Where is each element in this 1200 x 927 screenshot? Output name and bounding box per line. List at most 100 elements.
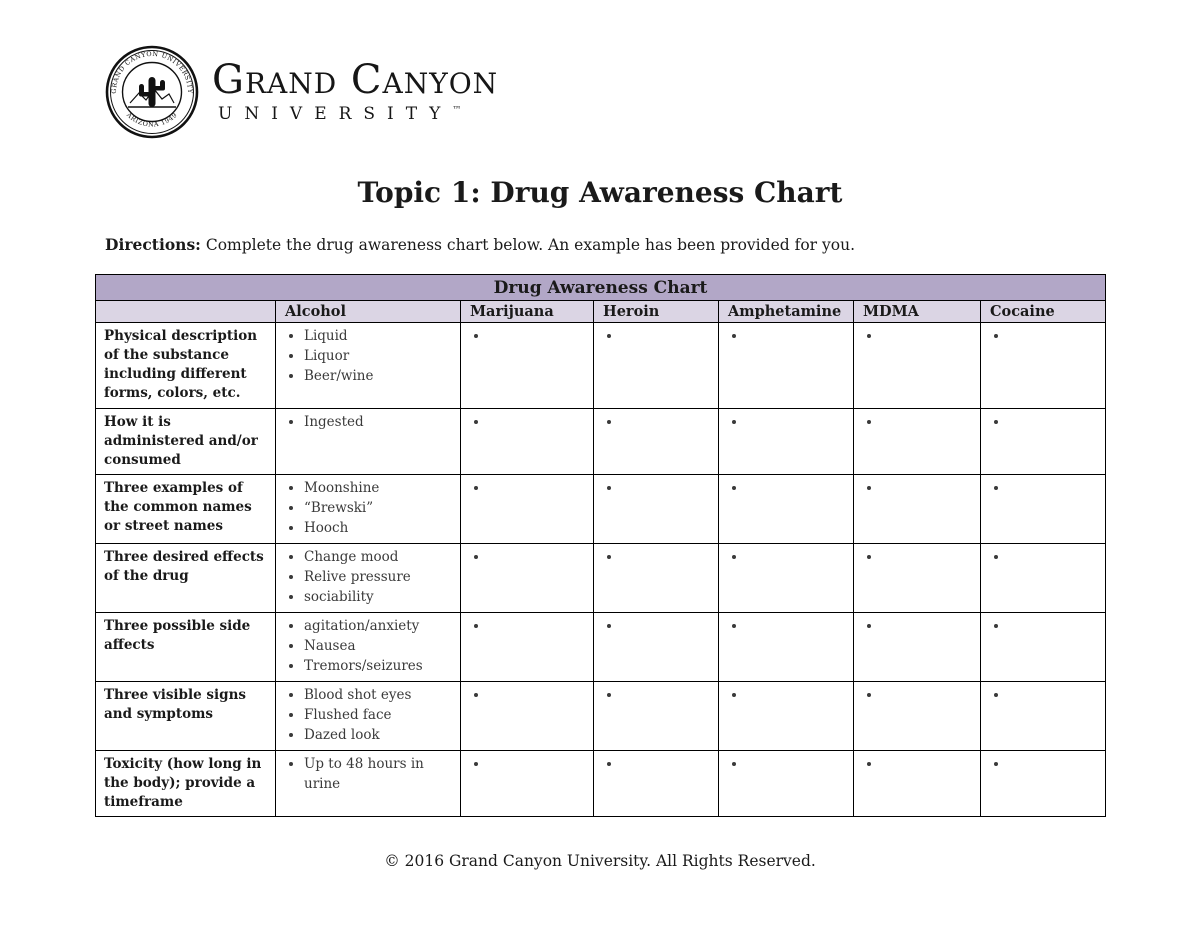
gcu-logo: GRAND CANYON UNIVERSITY ARIZONA 1949 Gra… xyxy=(104,44,498,140)
row-label: Three possible side affects xyxy=(95,611,276,682)
row-label: Toxicity (how long in the body); provide… xyxy=(95,749,276,818)
column-header-row: Alcohol Marijuana Heroin Amphetamine MDM… xyxy=(95,300,1107,323)
bullet-list: ​ xyxy=(987,686,1099,706)
bullet-item: ​ xyxy=(747,617,847,637)
cell-mdma: ​ xyxy=(853,474,981,544)
bullet-list: ​ xyxy=(987,413,1099,433)
cell-marijuana: ​ xyxy=(460,749,594,818)
bullet-list: ​ xyxy=(600,755,712,775)
cell-heroin: ​ xyxy=(593,749,719,818)
cell-heroin: ​ xyxy=(593,543,719,613)
bullet-item: Liquor xyxy=(304,347,454,367)
row-label: Three visible signs and symptoms xyxy=(95,680,276,751)
table-title-row: Drug Awareness Chart xyxy=(94,274,1107,301)
directions-label: Directions: xyxy=(105,235,201,254)
bullet-list: ​ xyxy=(860,413,974,433)
cell-amphetamine: ​ xyxy=(718,407,854,476)
cell-alcohol: Blood shot eyesFlushed faceDazed look xyxy=(275,680,461,751)
cell-marijuana: ​ xyxy=(460,322,594,409)
bullet-list: ​ xyxy=(467,617,587,637)
bullet-item: ​ xyxy=(489,686,587,706)
cell-cocaine: ​ xyxy=(979,322,1107,409)
bullet-item: ​ xyxy=(489,413,587,433)
bullet-list: ​ xyxy=(467,413,587,433)
bullet-list: ​ xyxy=(987,479,1099,499)
bullet-item: ​ xyxy=(1009,617,1099,637)
row-label: Physical description of the substance in… xyxy=(95,322,276,409)
bullet-list: ​ xyxy=(987,755,1099,775)
bullet-list: LiquidLiquorBeer/wine xyxy=(282,327,454,387)
column-header-amphetamine: Amphetamine xyxy=(718,300,854,323)
column-header-heroin: Heroin xyxy=(593,300,719,323)
bullet-item: Flushed face xyxy=(304,706,454,726)
column-header-cocaine: Cocaine xyxy=(979,300,1107,323)
bullet-list: ​ xyxy=(600,413,712,433)
bullet-list: ​ xyxy=(987,327,1099,347)
bullet-item: Change mood xyxy=(304,548,454,568)
bullet-item: ​ xyxy=(622,617,712,637)
bullet-item: ​ xyxy=(882,755,974,775)
bullet-item: ​ xyxy=(747,686,847,706)
wordmark-name: Grand Canyon xyxy=(212,57,499,103)
bullet-list: ​ xyxy=(725,327,847,347)
cell-mdma: ​ xyxy=(853,680,981,751)
cell-amphetamine: ​ xyxy=(718,749,854,818)
bullet-list: ​ xyxy=(860,617,974,637)
cell-mdma: ​ xyxy=(853,407,981,476)
row-label: Three desired effects of the drug xyxy=(95,543,276,613)
bullet-item: Relive pressure xyxy=(304,568,454,588)
bullet-item: ​ xyxy=(1009,327,1099,347)
bullet-item: ​ xyxy=(1009,479,1099,499)
bullet-list: Change moodRelive pressuresociability xyxy=(282,548,454,608)
bullet-list: ​ xyxy=(987,617,1099,637)
table-title: Drug Awareness Chart xyxy=(94,274,1107,301)
bullet-list: ​ xyxy=(725,686,847,706)
wordmark-university: UNIVERSITY™ xyxy=(212,104,498,124)
bullet-item: “Brewski” xyxy=(304,499,454,519)
bullet-item: ​ xyxy=(882,479,974,499)
bullet-list: ​ xyxy=(600,479,712,499)
wordmark-university-text: UNIVERSITY xyxy=(218,104,453,124)
cell-heroin: ​ xyxy=(593,680,719,751)
bullet-item: Nausea xyxy=(304,637,454,657)
table-row: Three desired effects of the drugChange … xyxy=(95,543,1107,613)
bullet-item: ​ xyxy=(747,327,847,347)
table-row: How it is administered and/or consumed In… xyxy=(95,407,1107,476)
bullet-item: ​ xyxy=(747,413,847,433)
bullet-item: ​ xyxy=(622,548,712,568)
cell-alcohol: agitation/anxietyNauseaTremors/seizures xyxy=(275,611,461,682)
bullet-list: ​ xyxy=(725,755,847,775)
bullet-item: ​ xyxy=(882,327,974,347)
bullet-item: ​ xyxy=(622,755,712,775)
bullet-list: Up to 48 hours in urine xyxy=(282,755,454,795)
seal-bottom-text: ARIZONA 1949 xyxy=(124,110,178,128)
row-label: Three examples of the common names or st… xyxy=(95,474,276,544)
cell-marijuana: ​ xyxy=(460,407,594,476)
bullet-item: Tremors/seizures xyxy=(304,657,454,677)
drug-table-body: Physical description of the substance in… xyxy=(95,322,1107,818)
bullet-item: ​ xyxy=(1009,413,1099,433)
cell-amphetamine: ​ xyxy=(718,322,854,409)
bullet-list: ​ xyxy=(725,548,847,568)
page-title: Topic 1: Drug Awareness Chart xyxy=(357,176,843,209)
cell-marijuana: ​ xyxy=(460,474,594,544)
copyright-footer: © 2016 Grand Canyon University. All Righ… xyxy=(384,852,816,870)
bullet-item: ​ xyxy=(622,479,712,499)
cell-cocaine: ​ xyxy=(979,407,1107,476)
cell-heroin: ​ xyxy=(593,474,719,544)
directions-text: Complete the drug awareness chart below.… xyxy=(205,236,855,254)
cell-amphetamine: ​ xyxy=(718,680,854,751)
bullet-list: ​ xyxy=(987,548,1099,568)
bullet-list: ​ xyxy=(725,617,847,637)
cell-cocaine: ​ xyxy=(979,474,1107,544)
bullet-item: ​ xyxy=(1009,755,1099,775)
cell-mdma: ​ xyxy=(853,543,981,613)
bullet-item: ​ xyxy=(622,327,712,347)
bullet-item: ​ xyxy=(1009,686,1099,706)
bullet-item: Liquid xyxy=(304,327,454,347)
bullet-item: Moonshine xyxy=(304,479,454,499)
cell-heroin: ​ xyxy=(593,611,719,682)
bullet-item: ​ xyxy=(882,686,974,706)
column-header-alcohol: Alcohol xyxy=(275,300,461,323)
